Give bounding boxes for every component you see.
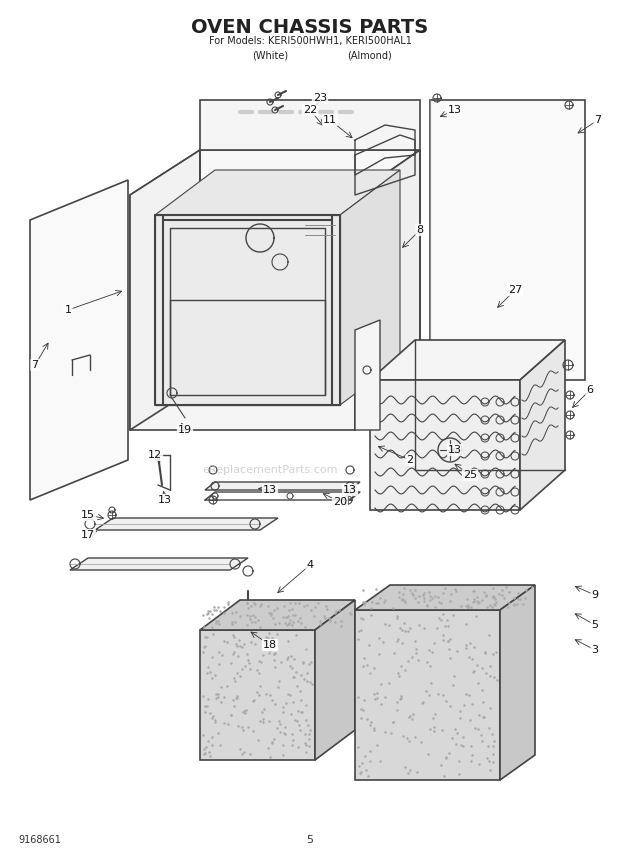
Text: 6: 6 — [587, 385, 593, 395]
Polygon shape — [130, 150, 420, 195]
Text: 11: 11 — [323, 115, 337, 125]
Polygon shape — [315, 600, 355, 760]
Polygon shape — [130, 195, 355, 430]
Polygon shape — [370, 380, 520, 510]
Polygon shape — [355, 150, 420, 430]
Polygon shape — [340, 170, 400, 405]
Text: For Models: KERI500HWH1, KERI500HAL1: For Models: KERI500HWH1, KERI500HAL1 — [208, 36, 412, 46]
Polygon shape — [95, 518, 278, 530]
Text: 13: 13 — [158, 495, 172, 505]
Polygon shape — [355, 585, 535, 610]
Polygon shape — [200, 600, 355, 630]
Text: 17: 17 — [81, 530, 95, 540]
Text: 5: 5 — [591, 620, 598, 630]
Polygon shape — [355, 320, 380, 430]
Text: 2: 2 — [407, 455, 414, 465]
Polygon shape — [500, 585, 535, 780]
Text: 13: 13 — [448, 445, 462, 455]
Text: 22: 22 — [303, 105, 317, 115]
Text: 20: 20 — [333, 497, 347, 507]
Text: 18: 18 — [263, 640, 277, 650]
Polygon shape — [430, 100, 585, 380]
Polygon shape — [520, 340, 565, 510]
Polygon shape — [155, 215, 340, 405]
Text: 4: 4 — [306, 560, 314, 570]
Text: 19: 19 — [178, 425, 192, 435]
Polygon shape — [200, 630, 315, 760]
Text: 3: 3 — [591, 645, 598, 655]
Polygon shape — [205, 482, 360, 490]
Polygon shape — [155, 170, 400, 215]
Text: 7: 7 — [32, 360, 38, 370]
Text: OVEN CHASSIS PARTS: OVEN CHASSIS PARTS — [192, 18, 428, 37]
Polygon shape — [30, 180, 128, 500]
Text: 7: 7 — [595, 115, 601, 125]
Polygon shape — [70, 558, 248, 570]
Text: 9168661: 9168661 — [18, 835, 61, 845]
Text: 23: 23 — [313, 93, 327, 103]
Text: (Almond): (Almond) — [348, 50, 392, 60]
Text: 15: 15 — [81, 510, 95, 520]
Text: 9: 9 — [591, 590, 598, 600]
Text: 25: 25 — [463, 470, 477, 480]
Text: (White): (White) — [252, 50, 288, 60]
Text: eReplacementParts.com: eReplacementParts.com — [202, 465, 338, 475]
Polygon shape — [130, 150, 200, 430]
Text: 1: 1 — [64, 305, 71, 315]
Polygon shape — [355, 610, 500, 780]
Text: 5: 5 — [306, 835, 314, 845]
Text: 13: 13 — [343, 485, 357, 495]
Text: 8: 8 — [417, 225, 423, 235]
Text: 27: 27 — [508, 285, 522, 295]
Polygon shape — [200, 100, 420, 150]
Text: 13: 13 — [448, 105, 462, 115]
Polygon shape — [370, 340, 565, 380]
Text: 13: 13 — [263, 485, 277, 495]
Text: 12: 12 — [148, 450, 162, 460]
